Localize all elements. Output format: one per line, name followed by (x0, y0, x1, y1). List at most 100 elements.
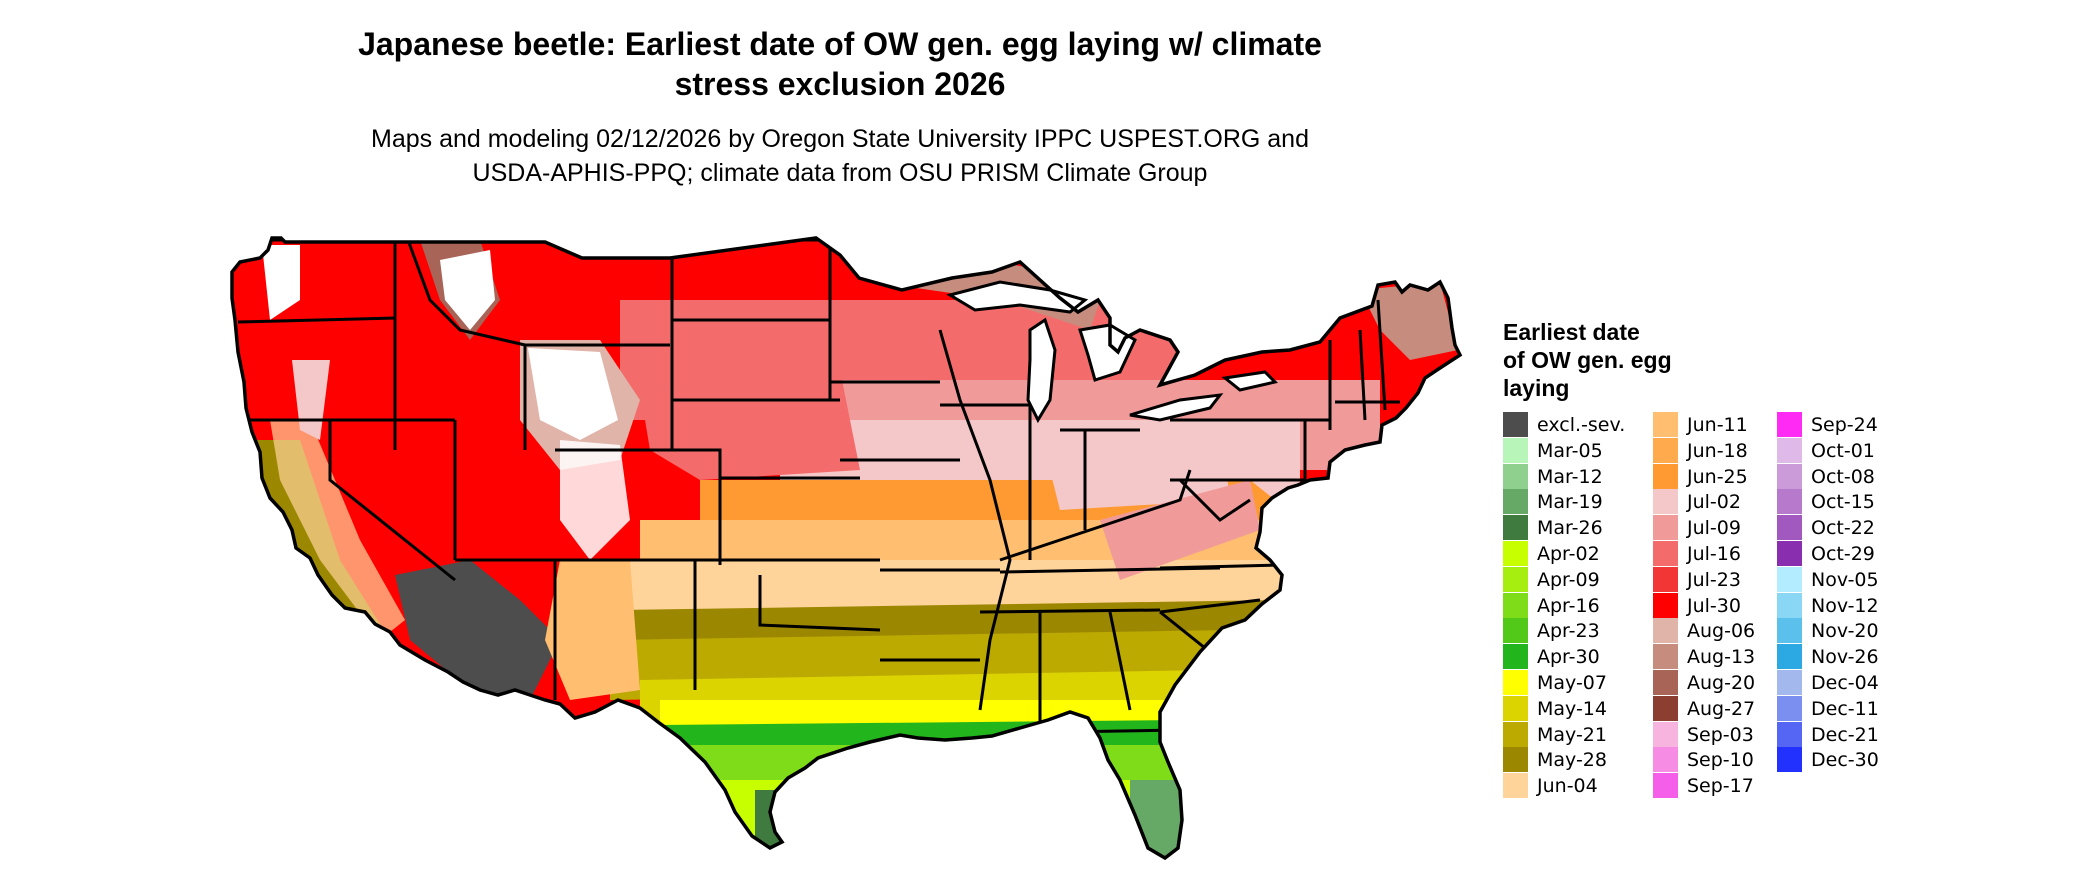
legend-title-line-3: laying (1503, 375, 1570, 401)
legend-swatch (1653, 463, 1678, 489)
legend-label: Sep-10 (1687, 749, 1754, 772)
legend-swatch (1503, 566, 1528, 592)
legend-swatch (1777, 412, 1802, 437)
lake-michigan (1026, 317, 1057, 424)
state-line-tn-south (979, 608, 1161, 614)
legend-label: Dec-04 (1811, 672, 1879, 694)
legend-item: Aug-06 (1653, 618, 1803, 644)
zone-unsuitable-colorado (560, 440, 630, 560)
legend-label: Oct-22 (1811, 517, 1875, 540)
legend-item: Nov-05 (1777, 566, 1927, 592)
legend-swatch (1653, 695, 1678, 721)
legend-label: Jul-30 (1687, 594, 1741, 617)
legend-swatch (1653, 773, 1678, 799)
state-line-al-ga (1108, 611, 1132, 711)
legend-label: Sep-24 (1811, 414, 1878, 436)
legend-swatch (1503, 463, 1528, 489)
legend-item: Jul-30 (1653, 592, 1803, 618)
legend-item: Jul-09 (1653, 515, 1803, 541)
legend-item: Apr-16 (1503, 592, 1653, 618)
map-title-line-2: stress exclusion 2026 (674, 66, 1006, 102)
zone-jul-02-northern-plains (640, 370, 860, 480)
legend-item: Sep-10 (1653, 747, 1803, 773)
map-subtitle-line-1: Maps and modeling 02/12/2026 by Oregon S… (371, 125, 1309, 153)
legend-swatch (1777, 618, 1802, 644)
legend-swatch (1777, 463, 1802, 489)
legend-label: Jul-09 (1687, 517, 1741, 540)
legend-label: May-14 (1537, 697, 1607, 720)
legend-swatch (1653, 670, 1678, 695)
legend-label: Jun-11 (1687, 414, 1748, 436)
legend-item: Mar-26 (1503, 515, 1653, 541)
state-line-wv-va (1178, 478, 1251, 522)
legend-label: Nov-12 (1811, 594, 1879, 617)
legend-label: Jul-16 (1687, 543, 1741, 565)
legend-item: May-28 (1503, 747, 1653, 773)
legend-label: Nov-05 (1811, 568, 1879, 591)
legend-label: Mar-26 (1537, 517, 1603, 540)
legend-swatch (1777, 515, 1802, 541)
legend-item: Aug-13 (1653, 644, 1803, 670)
legend-item: Nov-26 (1777, 644, 1927, 670)
state-line-va-nc (1159, 563, 1281, 570)
legend-swatch (1653, 437, 1678, 463)
legend-swatch (1777, 592, 1802, 618)
legend-item: Apr-30 (1503, 644, 1653, 670)
state-line-ok-tx (758, 575, 881, 632)
legend-swatch (1777, 721, 1802, 747)
legend-swatch (1653, 489, 1678, 515)
legend-label: Sep-17 (1687, 775, 1754, 798)
legend-label: Dec-11 (1811, 697, 1879, 720)
state-line-new-england (1328, 299, 1400, 430)
legend-swatch (1503, 412, 1528, 437)
legend-item: May-14 (1503, 695, 1653, 721)
legend-swatch (1503, 747, 1528, 773)
legend-item: Sep-03 (1653, 721, 1803, 747)
legend-label: Mar-12 (1537, 465, 1603, 488)
legend-swatch (1777, 747, 1802, 773)
zone-unsuitable-idaho (440, 250, 495, 330)
legend-item: Jun-04 (1503, 773, 1653, 799)
legend-item: Dec-11 (1777, 695, 1927, 721)
legend-swatch (1503, 644, 1528, 670)
legend-item: Aug-27 (1653, 695, 1803, 721)
legend-label: Apr-09 (1537, 568, 1600, 591)
legend-label: Mar-05 (1537, 439, 1603, 462)
legend-label: Mar-19 (1537, 491, 1603, 514)
legend-label: Jul-23 (1687, 568, 1741, 591)
legend-swatch (1653, 644, 1678, 670)
legend-label: Apr-30 (1537, 646, 1600, 669)
zone-excl-sev (395, 560, 560, 700)
legend-item: Oct-22 (1777, 515, 1927, 541)
legend-label: Aug-20 (1687, 672, 1756, 694)
legend-swatch (1503, 541, 1528, 566)
legend-item: May-07 (1503, 670, 1653, 695)
state-line-nc-sc (1159, 598, 1261, 614)
legend-swatch (1653, 566, 1678, 592)
state-line-ohio-river (999, 469, 1192, 562)
legend-item: Sep-17 (1653, 773, 1803, 799)
legend-label: Jun-04 (1537, 775, 1598, 798)
legend-swatch (1653, 592, 1678, 618)
legend-swatch (1503, 489, 1528, 515)
map-title: Japanese beetle: Earliest date of OW gen… (250, 24, 1430, 104)
legend-swatch (1503, 592, 1528, 618)
legend-item: Dec-21 (1777, 721, 1927, 747)
legend-item: Aug-20 (1653, 670, 1803, 695)
legend-item: Jun-11 (1653, 412, 1803, 437)
legend-label: Dec-30 (1811, 749, 1879, 772)
legend-item: Jun-18 (1653, 437, 1803, 463)
lake-ontario (1221, 370, 1278, 392)
legend-item: Apr-09 (1503, 566, 1653, 592)
map-subtitle-line-2: USDA-APHIS-PPQ; climate data from OSU PR… (472, 159, 1208, 187)
lake-erie (1129, 393, 1224, 422)
legend-label: excl.-sev. (1537, 414, 1626, 436)
legend-swatch (1777, 489, 1802, 515)
zone-jul-09-appalachian (1100, 480, 1260, 580)
zone-jul-02-ohio-valley (1040, 420, 1230, 510)
legend-item: Sep-24 (1777, 412, 1927, 437)
legend-swatch (1503, 695, 1528, 721)
legend-item: Oct-15 (1777, 489, 1927, 515)
legend-label: Nov-26 (1811, 646, 1879, 669)
legend-title-line-1: Earliest date (1503, 319, 1640, 345)
